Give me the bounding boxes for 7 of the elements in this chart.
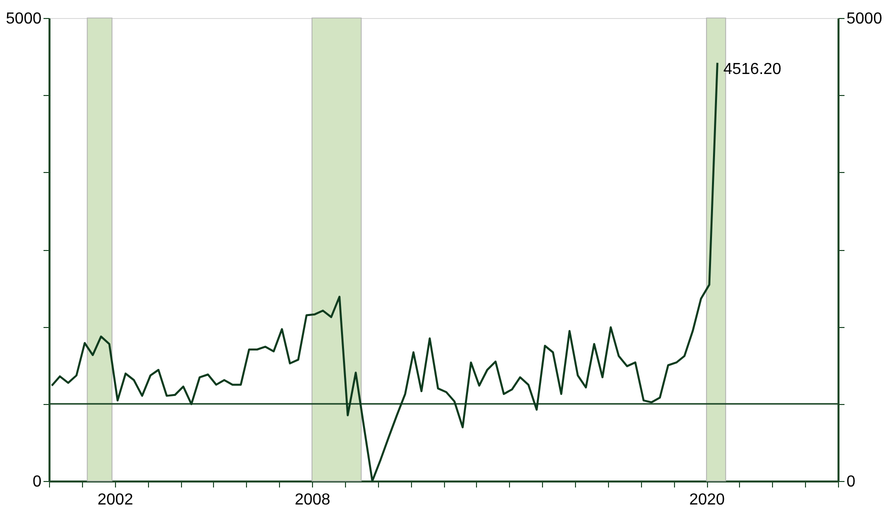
line-series — [50, 62, 718, 482]
y2-tick-label: 0 — [846, 474, 856, 490]
annotation: 4516.20 — [723, 60, 782, 78]
y2-tick-label: 5000 — [846, 10, 882, 28]
x-tick-label: 2008 — [294, 492, 330, 508]
x-tick-label: 2002 — [98, 492, 134, 508]
x-tick-label: 2020 — [689, 492, 725, 508]
